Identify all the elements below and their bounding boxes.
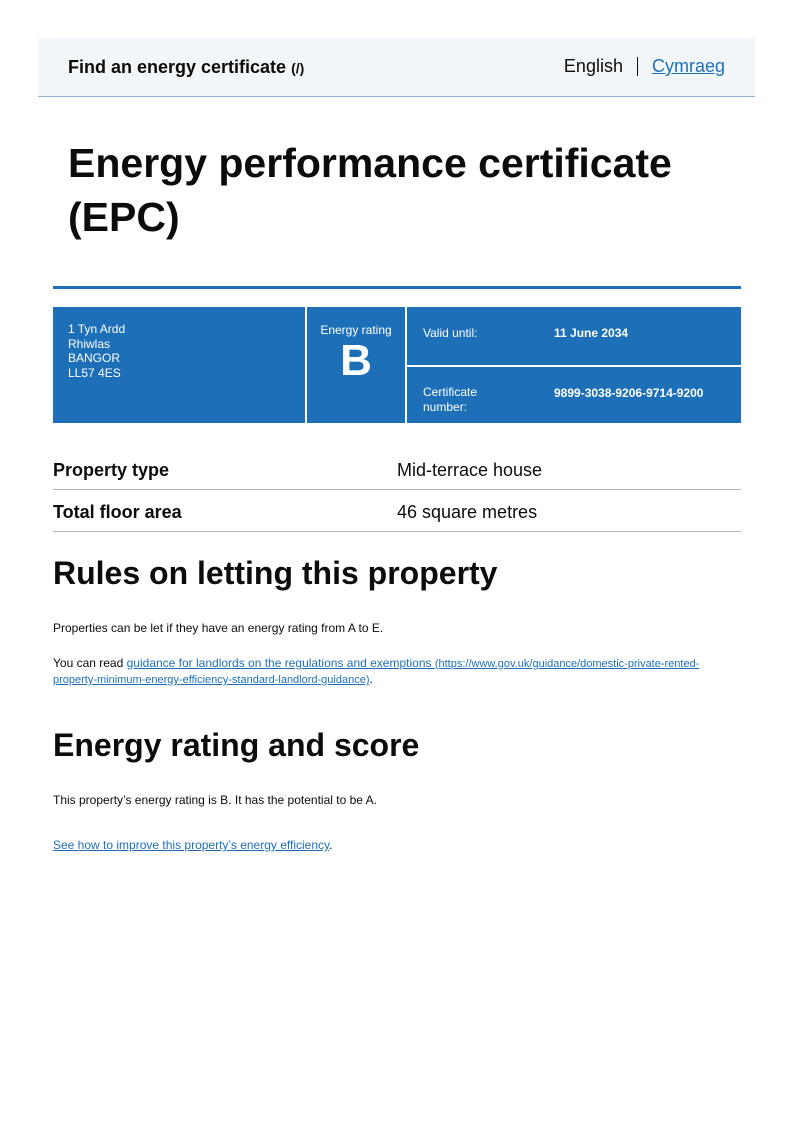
property-type-value: Mid-terrace house <box>397 460 543 480</box>
improve-efficiency-link[interactable]: See how to improve this property’s energ… <box>53 838 330 852</box>
language-divider <box>636 57 638 76</box>
service-link-url: (/) <box>291 60 305 76</box>
service-name-link[interactable]: Find an energy certificate (/) <box>68 57 304 78</box>
guidance-link-url: (https://www.gov.uk/guidance/domestic-pr… <box>53 658 700 686</box>
guidance-link-text: guidance for landlords on the regulation… <box>126 656 432 670</box>
valid-until-cell: Valid until: 11 June 2034 <box>407 307 741 365</box>
energy-rating-label: Energy rating <box>320 323 392 337</box>
property-address: 1 Tyn Ardd Rhiwlas BANGOR LL57 4ES <box>53 307 305 423</box>
guidance-prefix: You can read <box>53 656 127 670</box>
page-title: Energy performance certificate (EPC) <box>68 140 672 240</box>
floor-area-row: Total floor area 46 square metres <box>53 489 741 532</box>
address-line: 1 Tyn Ardd <box>68 322 126 336</box>
floor-area-label: Total floor area <box>53 502 182 522</box>
property-type-row: Property type Mid-terrace house <box>53 447 741 490</box>
letting-heading: Rules on letting this property <box>53 555 498 591</box>
rating-heading: Energy rating and score <box>53 727 420 763</box>
title-divider <box>53 286 741 289</box>
energy-rating-letter: B <box>340 336 372 385</box>
service-name: Find an energy certificate <box>68 57 287 77</box>
certificate-number-value: 9899-3038-9206-9714-9200 <box>554 386 704 400</box>
landlord-guidance-link[interactable]: guidance for landlords on the regulation… <box>53 656 699 686</box>
language-cymraeg-link[interactable]: Cymraeg <box>651 56 725 76</box>
letting-guidance-text: You can read guidance for landlords on t… <box>53 656 743 688</box>
valid-until-label: Valid until: <box>423 326 478 340</box>
site-header: Find an energy certificate (/) English C… <box>38 38 755 97</box>
certificate-number-label: Certificate number: <box>423 385 478 414</box>
address-postcode: LL57 4ES <box>68 365 121 380</box>
property-type-label: Property type <box>53 460 170 480</box>
address-line: BANGOR <box>68 351 121 365</box>
improve-suffix: . <box>329 838 333 852</box>
energy-rating-box: Energy rating B <box>307 307 405 423</box>
improve-paragraph: See how to improve this property’s energ… <box>53 838 743 853</box>
valid-until-value: 11 June 2034 <box>554 326 629 340</box>
guidance-suffix: . <box>369 672 373 686</box>
floor-area-value: 46 square metres <box>397 502 538 522</box>
rating-summary-text: This property’s energy rating is B. It h… <box>53 793 377 807</box>
language-english: English <box>563 56 623 76</box>
language-switcher: English Cymraeg <box>564 56 725 77</box>
certificate-number-cell: Certificate number: 9899-3038-9206-9714-… <box>407 367 741 423</box>
letting-rule-text: Properties can be let if they have an en… <box>53 621 384 635</box>
address-line: Rhiwlas <box>68 336 111 351</box>
